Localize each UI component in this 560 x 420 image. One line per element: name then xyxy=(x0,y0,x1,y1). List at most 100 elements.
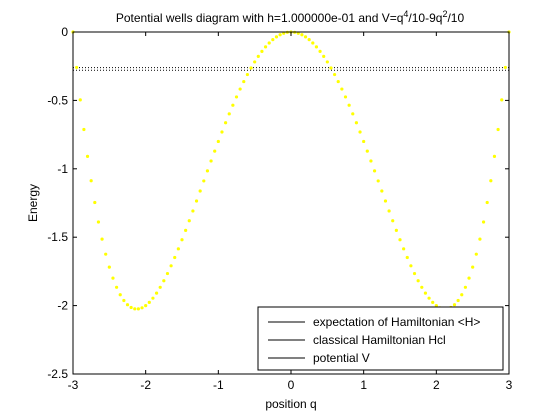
potential-point xyxy=(485,200,489,205)
potential-point xyxy=(452,303,457,307)
potential-point xyxy=(402,247,406,251)
potential-point xyxy=(154,291,159,295)
potential-point xyxy=(140,306,144,310)
potential-point xyxy=(481,220,486,224)
potential-point xyxy=(409,264,413,268)
potential-point xyxy=(158,285,162,289)
potential-point xyxy=(314,45,319,49)
potential-point xyxy=(263,45,268,49)
potential-point xyxy=(431,300,435,304)
potential-point xyxy=(274,35,279,39)
x-tick-label: -3 xyxy=(68,378,79,392)
potential-point xyxy=(231,103,235,107)
potential-point xyxy=(500,98,504,102)
potential-point xyxy=(405,255,409,260)
potential-point xyxy=(333,72,337,77)
potential-point xyxy=(144,304,148,308)
potential-point xyxy=(238,87,242,91)
potential-point xyxy=(165,271,170,276)
potential-point xyxy=(162,279,166,283)
potential-point xyxy=(416,279,420,283)
potential-point xyxy=(180,238,184,242)
potential-point xyxy=(496,127,500,132)
potential-point xyxy=(460,293,464,297)
potential-point xyxy=(376,179,380,183)
title-exponent-4: 4 xyxy=(403,9,408,19)
potential-point xyxy=(213,149,217,153)
potential-point xyxy=(78,98,82,102)
potential-point xyxy=(194,199,199,203)
legend-label-classical: classical Hamiltonian Hcl xyxy=(313,333,446,347)
x-tick-label: 2 xyxy=(433,378,440,392)
potential-point xyxy=(82,127,86,132)
potential-point xyxy=(96,220,101,224)
potential-point xyxy=(307,38,311,42)
potential-point xyxy=(478,237,482,241)
potential-point xyxy=(136,307,140,311)
potential-point xyxy=(147,300,151,304)
potential-point xyxy=(325,60,329,64)
potential-point xyxy=(318,49,322,53)
x-tick-label: -2 xyxy=(140,378,151,392)
potential-point xyxy=(260,49,264,53)
potential-point xyxy=(224,121,228,125)
potential-point xyxy=(489,179,493,183)
potential-point xyxy=(278,33,282,37)
potential-point xyxy=(456,298,460,303)
x-tick-label: -1 xyxy=(213,378,224,392)
potential-point xyxy=(391,219,395,223)
title-middle: /10-9q xyxy=(408,11,442,25)
potential-point xyxy=(434,304,438,308)
potential-point xyxy=(89,179,93,183)
potential-point xyxy=(107,265,111,269)
potential-point xyxy=(336,79,340,84)
potential-point xyxy=(427,296,431,300)
potential-point xyxy=(311,41,315,45)
potential-point xyxy=(118,293,122,297)
potential-point xyxy=(354,121,358,125)
potential-point xyxy=(340,87,344,91)
y-tick-label: -1 xyxy=(57,162,68,176)
potential-point xyxy=(387,209,391,213)
potential-point xyxy=(358,130,362,134)
potential-point xyxy=(220,130,224,134)
potential-point xyxy=(249,66,253,70)
potential-point xyxy=(362,139,366,144)
potential-point xyxy=(187,219,191,223)
potential-point xyxy=(242,79,246,84)
potential-point xyxy=(256,54,260,58)
title-suffix: /10 xyxy=(447,11,464,25)
potential-point xyxy=(151,296,155,300)
potential-point xyxy=(115,285,119,289)
potential-point xyxy=(93,200,97,205)
x-tick-label: 0 xyxy=(288,378,295,392)
title-prefix: Potential wells diagram with h=1.000000e… xyxy=(116,11,404,25)
potential-point xyxy=(227,112,231,116)
potential-point xyxy=(173,255,177,260)
x-axis-label: position q xyxy=(265,397,316,411)
potential-point xyxy=(129,305,133,310)
potential-point xyxy=(202,179,206,183)
potential-point xyxy=(176,247,180,251)
potential-point xyxy=(253,60,257,64)
potential-point xyxy=(245,72,249,77)
y-tick-label: -2.5 xyxy=(47,367,68,381)
potential-point xyxy=(398,238,402,242)
potential-point xyxy=(216,139,220,144)
tick-layer: -3 -2 -1 0 1 2 3 0 -0.5 -1 -1.5 -2 -2.5 xyxy=(47,25,512,392)
potential-point xyxy=(380,189,384,193)
legend-label-expectation: expectation of Hamiltonian <H> xyxy=(313,315,480,329)
potential-point xyxy=(322,54,326,58)
potential-point xyxy=(492,154,497,159)
potential-point xyxy=(343,95,348,99)
potential-point xyxy=(412,271,417,276)
y-tick-label: -2 xyxy=(57,299,68,313)
y-axis-label: Energy xyxy=(26,184,40,222)
y-tick-label: -0.5 xyxy=(47,93,68,107)
chart-title: Potential wells diagram with h=1.000000e… xyxy=(116,9,465,25)
potential-point xyxy=(420,285,424,289)
potential-point xyxy=(169,264,173,268)
potential-point xyxy=(234,95,239,99)
potential-point xyxy=(394,228,398,232)
